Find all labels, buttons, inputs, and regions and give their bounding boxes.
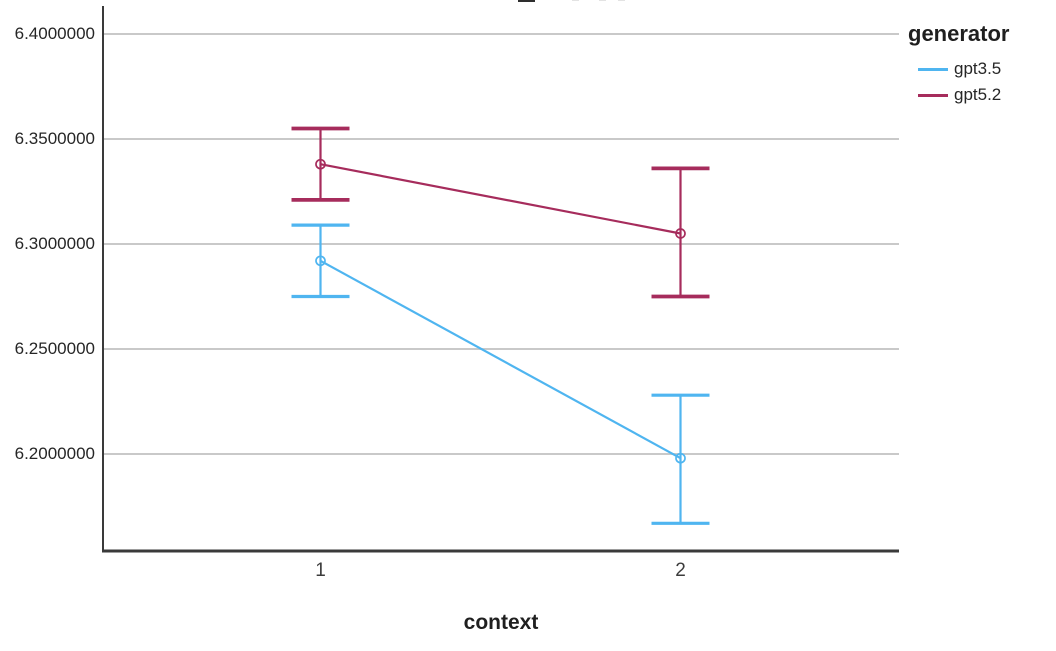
- clipped-title-mark: [599, 0, 606, 1]
- legend-color-swatch: [918, 67, 948, 71]
- legend-color-swatch: [918, 93, 948, 97]
- clipped-title-underscore: [518, 0, 535, 2]
- y-tick-label: 6.3500000: [14, 129, 95, 148]
- legend-title: generator: [908, 21, 1010, 46]
- legend-item: gpt5.2: [918, 82, 1056, 108]
- series-gpt5.2: [291, 126, 710, 299]
- legend-item-label: gpt5.2: [954, 85, 1002, 104]
- y-tick-label: 6.2500000: [14, 339, 95, 358]
- x-axis-title: context: [463, 611, 539, 634]
- clipped-title-mark: [618, 0, 625, 1]
- data-point-marker: [315, 255, 326, 267]
- clipped-title-mark: [572, 0, 579, 1]
- legend-item: gpt3.5: [918, 56, 1056, 82]
- x-tick-label: 1: [315, 560, 326, 581]
- y-tick-label: 6.2000000: [14, 444, 95, 463]
- series-line-gpt5.2: [320, 163, 681, 235]
- data-point-marker: [675, 228, 686, 239]
- series-gpt3.5: [291, 223, 710, 525]
- x-tick-label: 2: [675, 560, 686, 581]
- y-tick-label: 6.3000000: [14, 234, 95, 253]
- data-point-marker: [315, 158, 326, 170]
- legend: generator gpt3.5 gpt5.2: [908, 22, 1056, 108]
- legend-item-label: gpt3.5: [954, 59, 1002, 78]
- legend-items: gpt3.5 gpt5.2: [908, 56, 1056, 108]
- series-line-gpt3.5: [319, 259, 682, 460]
- data-point-marker: [675, 452, 686, 464]
- y-tick-label: 6.4000000: [14, 24, 95, 43]
